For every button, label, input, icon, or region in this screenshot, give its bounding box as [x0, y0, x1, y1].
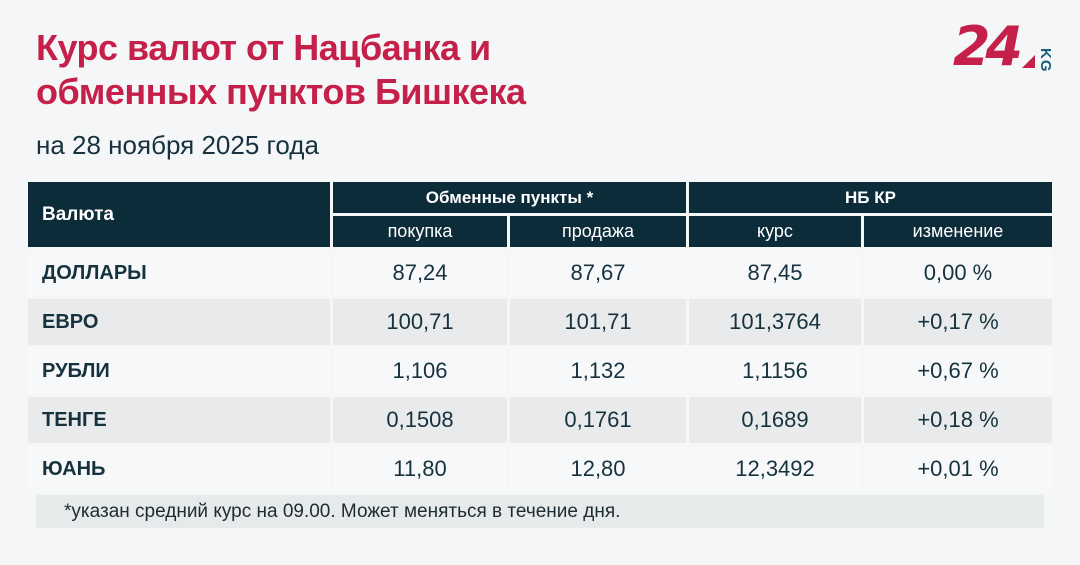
row-rubles-rate: 1,1156: [689, 348, 861, 394]
row-euro-currency: ЕВРО: [28, 299, 330, 345]
row-tenge-buy: 0,1508: [333, 397, 507, 443]
row-rubles-change: +0,67 %: [864, 348, 1052, 394]
page-header: Курс валют от Нацбанка и обменных пункто…: [0, 0, 1080, 160]
row-euro-buy: 100,71: [333, 299, 507, 345]
row-rubles-sell: 1,132: [510, 348, 686, 394]
page-title: Курс валют от Нацбанка и обменных пункто…: [36, 26, 1044, 114]
row-euro-rate: 101,3764: [689, 299, 861, 345]
row-dollars-currency: ДОЛЛАРЫ: [28, 250, 330, 296]
header-group-exchange-offices: Обменные пункты *: [333, 182, 686, 213]
page-title-line1: Курс валют от Нацбанка и: [36, 27, 491, 68]
row-tenge-rate: 0,1689: [689, 397, 861, 443]
row-yuan-currency: ЮАНЬ: [28, 446, 330, 492]
row-dollars-change: 0,00 %: [864, 250, 1052, 296]
header-sub-rate: курс: [689, 216, 861, 247]
logo-24-text: 24: [952, 15, 1023, 78]
logo-kg-text: KG: [1037, 47, 1054, 73]
header-sub-buy: покупка: [333, 216, 507, 247]
row-euro-sell: 101,71: [510, 299, 686, 345]
row-tenge-currency: ТЕНГЕ: [28, 397, 330, 443]
row-yuan-change: +0,01 %: [864, 446, 1052, 492]
date-subtitle: на 28 ноября 2025 года: [36, 130, 319, 160]
header-sub-change: изменение: [864, 216, 1052, 247]
row-tenge-change: +0,18 %: [864, 397, 1052, 443]
row-euro-change: +0,17 %: [864, 299, 1052, 345]
logo-wedge-icon: [1022, 55, 1035, 68]
row-yuan-buy: 11,80: [333, 446, 507, 492]
page-title-line2: обменных пунктов Бишкека: [36, 71, 526, 112]
row-dollars-buy: 87,24: [333, 250, 507, 296]
header-currency: Валюта: [28, 182, 330, 247]
row-rubles-currency: РУБЛИ: [28, 348, 330, 394]
currency-table: Валюта Обменные пункты * НБ КР покупка п…: [28, 182, 1052, 492]
24kg-logo: 24 KG: [953, 20, 1054, 74]
row-yuan-sell: 12,80: [510, 446, 686, 492]
row-rubles-buy: 1,106: [333, 348, 507, 394]
row-dollars-sell: 87,67: [510, 250, 686, 296]
row-yuan-rate: 12,3492: [689, 446, 861, 492]
table-footnote: *указан средний курс на 09.00. Может мен…: [36, 495, 1044, 528]
header-sub-sell: продажа: [510, 216, 686, 247]
row-dollars-rate: 87,45: [689, 250, 861, 296]
header-group-nbkr: НБ КР: [689, 182, 1052, 213]
row-tenge-sell: 0,1761: [510, 397, 686, 443]
